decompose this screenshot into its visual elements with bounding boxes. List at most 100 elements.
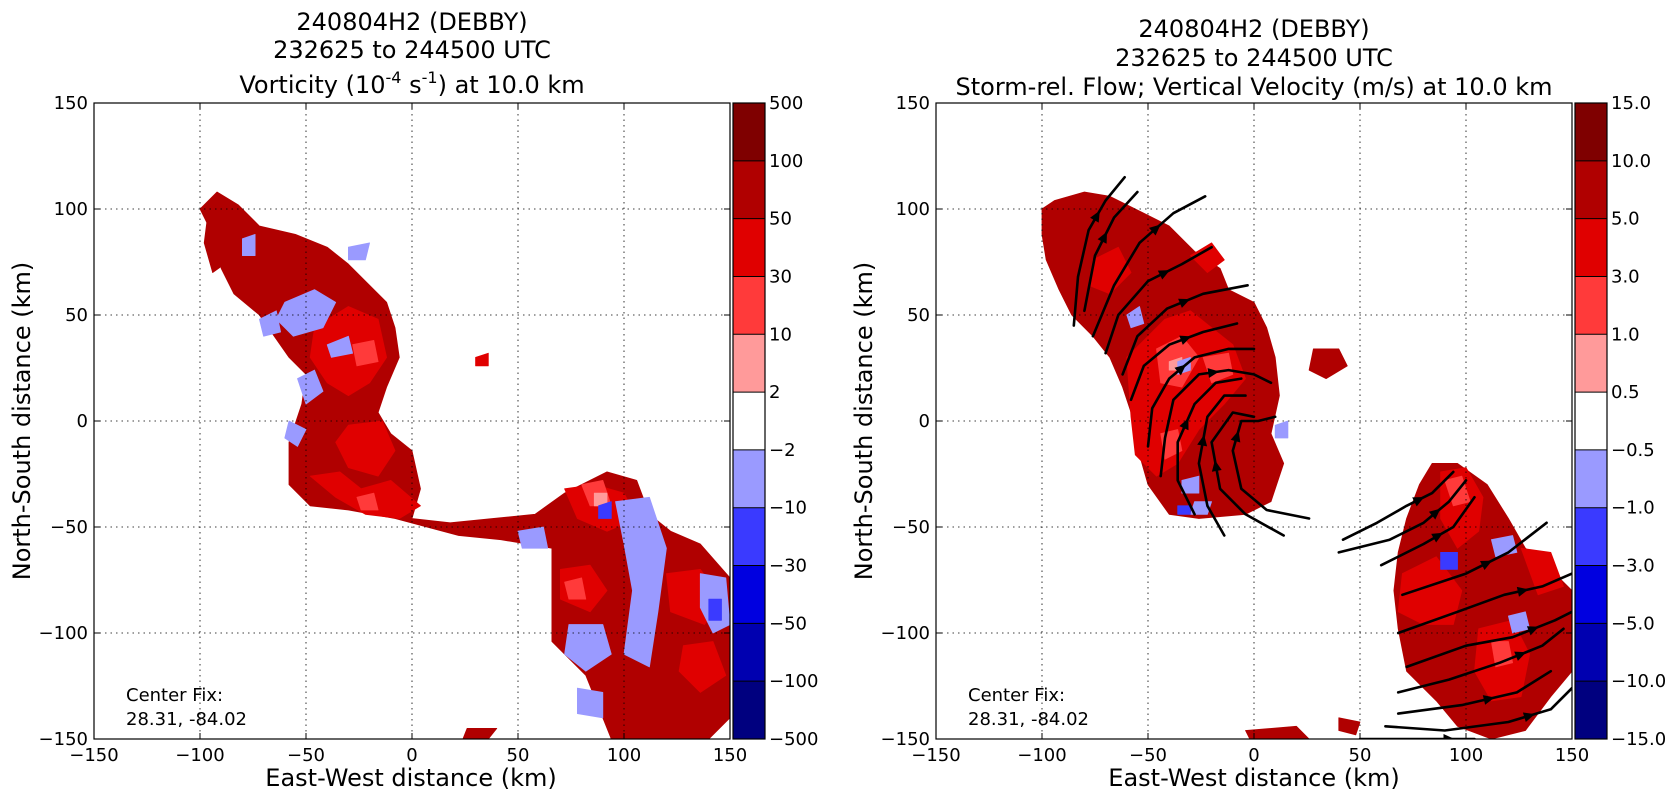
streamline-arrowhead [1179, 335, 1192, 345]
streamline-arrowhead [1412, 497, 1425, 507]
grid [94, 103, 730, 739]
colorbar-swatch [733, 565, 765, 624]
x-tick-label: 150 [713, 745, 747, 766]
x-tick-label: −150 [69, 745, 118, 766]
colorbar-swatch [1575, 507, 1607, 566]
contour-region-level-2 [335, 420, 396, 477]
contour-region-level-6 [1126, 306, 1145, 329]
title-exponent-1: -4 [386, 68, 402, 87]
x-tick-label: −50 [287, 745, 325, 766]
streamline [1337, 479, 1468, 554]
colorbar-label: 3.0 [1611, 266, 1640, 287]
streamline-arrowhead [1230, 430, 1241, 443]
streamline [1072, 175, 1126, 327]
y-tick-label: 150 [54, 93, 88, 114]
x-tick-label: −150 [911, 745, 960, 766]
streamline [1396, 627, 1565, 694]
center-fix-coordinates: 28.31, -84.02 [968, 709, 1089, 730]
x-tick-label: 100 [607, 745, 641, 766]
streamline-arrowhead [1431, 532, 1444, 543]
colorbar-label: −500 [769, 729, 818, 750]
colorbar-swatch [733, 160, 765, 219]
chart-title-line-1: 240804H2 (DEBBY) [296, 8, 527, 36]
streamline [1384, 686, 1572, 732]
y-tick-label: 50 [65, 305, 88, 326]
title-part-2: s [401, 71, 421, 99]
colorbar-swatch [1575, 623, 1607, 682]
colorbar-swatch [1575, 449, 1607, 508]
contour-region-level-1 [1338, 717, 1361, 736]
colorbar-swatch [733, 276, 765, 335]
streamline [1129, 322, 1239, 402]
y-tick-label: −50 [892, 517, 930, 538]
y-tick-label: 150 [896, 93, 930, 114]
streamline [1341, 470, 1455, 541]
contour-region-level-7 [708, 598, 722, 621]
colorbar-swatch [1575, 565, 1607, 624]
contour-region-level-1 [1245, 725, 1310, 739]
contour-region-level-6 [284, 420, 307, 447]
streamline [1396, 572, 1572, 635]
colorbar-label: −50 [769, 613, 807, 634]
colorbar-label: 15.0 [1611, 93, 1651, 114]
colorbar-frame [1574, 102, 1608, 740]
colorbar-label: −10.0 [1611, 671, 1666, 692]
y-tick-label: 0 [919, 411, 930, 432]
colorbar-swatch [733, 507, 765, 566]
contour-region-level-6 [615, 496, 667, 668]
contour-region-level-2 [1190, 242, 1225, 274]
colorbar-swatch [1575, 681, 1607, 739]
contour-region-level-6 [1274, 420, 1289, 439]
y-tick-label: −50 [50, 517, 88, 538]
contour-region-level-2 [678, 641, 727, 693]
streamline-arrowhead [1178, 298, 1191, 308]
chart-title-line-2: 232625 to 244500 UTC [1115, 44, 1393, 72]
title-exponent-2: -1 [422, 68, 438, 87]
colorbar-swatch [733, 103, 765, 161]
x-tick-label: 100 [1449, 745, 1483, 766]
streamline-arrowhead [1149, 224, 1161, 236]
y-axis-label: North-South distance (km) [8, 262, 36, 581]
x-axis-label: East-West distance (km) [265, 764, 556, 792]
contour-region-level-2 [475, 352, 489, 367]
y-tick-label: −100 [881, 623, 930, 644]
streamline-arrowhead [1522, 712, 1535, 722]
colorbar-label: −1.0 [1611, 498, 1655, 519]
title-part-1: Vorticity (10 [239, 71, 385, 99]
colorbar-swatch [1575, 160, 1607, 219]
vorticity-panel: 240804H2 (DEBBY) 232625 to 244500 UTC Vo… [8, 8, 818, 792]
contour-region-level-3 [564, 577, 587, 600]
x-tick-label: −100 [1017, 745, 1066, 766]
x-tick-label: 150 [1555, 745, 1589, 766]
x-tick-label: −50 [1129, 745, 1167, 766]
contour-region-level-6 [564, 624, 612, 672]
colorbar-label: −30 [769, 556, 807, 577]
chart-title-field: Storm-rel. Flow; Vertical Velocity (m/s)… [956, 73, 1553, 101]
colorbar-label: 2 [769, 382, 780, 403]
colorbar-swatch [1575, 103, 1607, 161]
streamline-arrowhead [1197, 434, 1208, 447]
x-tick-label: 50 [1349, 745, 1372, 766]
y-tick-label: 100 [54, 199, 88, 220]
y-tick-label: 100 [896, 199, 930, 220]
colorbar-swatch [733, 623, 765, 682]
colorbar-label: 0.5 [1611, 382, 1640, 403]
grid [936, 103, 1572, 739]
contour-region-level-1 [462, 728, 498, 739]
streamline-arrowhead [1428, 508, 1441, 520]
streamline [1231, 415, 1311, 520]
streamline [1159, 368, 1273, 478]
chart-title-line-1: 240804H2 (DEBBY) [1138, 15, 1369, 43]
streamline-arrowhead [1443, 734, 1455, 739]
contour-region-level-6 [347, 242, 371, 261]
contour-region-level-7 [1440, 552, 1458, 570]
y-tick-label: −100 [39, 623, 88, 644]
colorbar-swatch [733, 449, 765, 508]
y-tick-label: 0 [77, 411, 88, 432]
contour-region-level-6 [241, 233, 256, 257]
contour-region-level-3 [356, 492, 379, 511]
y-tick-label: 50 [907, 305, 930, 326]
center-fix-label: Center Fix: [968, 685, 1065, 706]
colorbar-label: −5.0 [1611, 613, 1655, 634]
colorbar-label: 5.0 [1611, 209, 1640, 230]
